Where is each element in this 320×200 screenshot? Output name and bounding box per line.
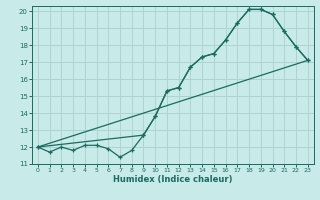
X-axis label: Humidex (Indice chaleur): Humidex (Indice chaleur) [113,175,233,184]
